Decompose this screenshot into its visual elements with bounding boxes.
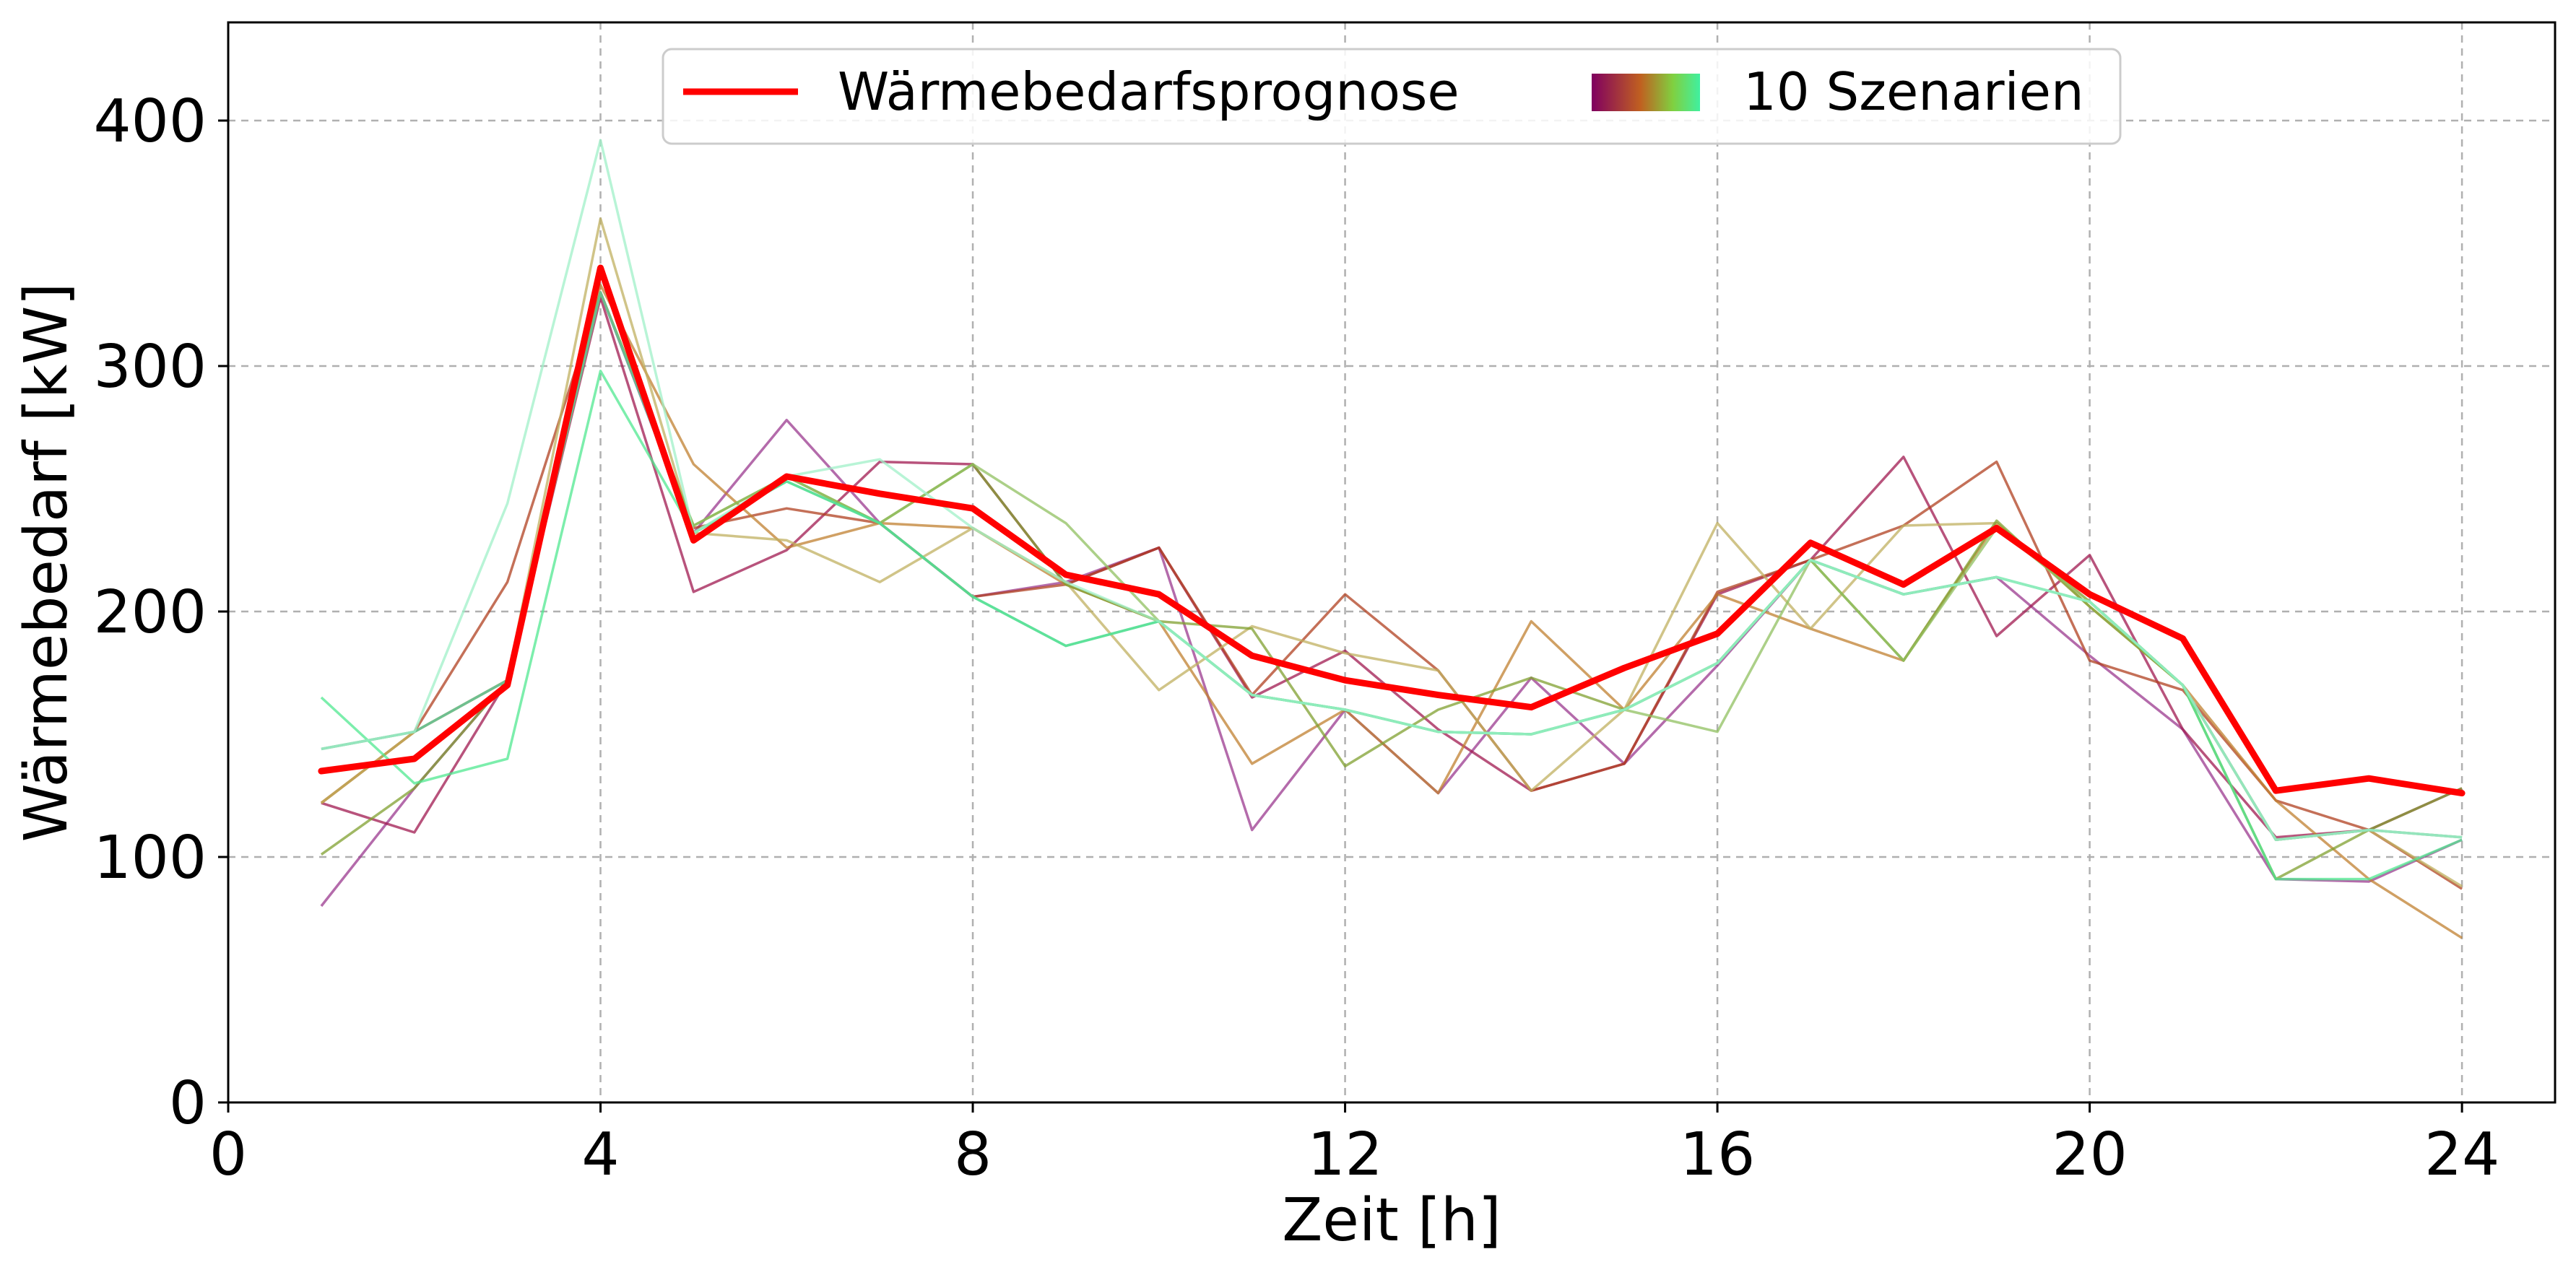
- x-tick-label: 0: [209, 1120, 247, 1189]
- y-tick-label: 400: [93, 87, 207, 156]
- x-tick-label: 12: [1307, 1120, 1382, 1189]
- scenario-lines: [320, 139, 2463, 939]
- legend-scenario-swatch: [1592, 74, 1700, 111]
- scenario-line-8: [321, 291, 2463, 841]
- x-tick-label: 4: [581, 1120, 619, 1189]
- legend-forecast-label: Wärmebedarfsprognose: [838, 61, 1460, 122]
- x-axis-ticks: 0 4 8 12 16 20 24: [209, 1102, 2499, 1189]
- scenario-line-10: [321, 139, 2463, 841]
- forecast-line-group: [318, 264, 2466, 797]
- x-axis-label: Zeit [h]: [1282, 1186, 1501, 1255]
- x-tick-label: 8: [954, 1120, 992, 1189]
- scenario-line-6: [320, 291, 2463, 881]
- scenario-line-9: [320, 370, 2463, 881]
- y-tick-label: 200: [93, 578, 207, 647]
- x-tick-label: 16: [1680, 1120, 1755, 1189]
- legend-box: [662, 48, 2122, 145]
- y-tick-label: 300: [93, 333, 207, 401]
- y-tick-label: 100: [93, 824, 207, 892]
- y-tick-label: 0: [169, 1069, 207, 1138]
- y-axis-label: Wärmebedarf [kW]: [12, 283, 81, 843]
- y-axis-ticks: 0 100 200 300 400: [93, 87, 228, 1138]
- scenario-line-7: [321, 291, 2463, 841]
- legend-scenario-label: 10 Szenarien: [1743, 61, 2084, 122]
- x-tick-label: 24: [2424, 1120, 2499, 1189]
- grid: [227, 22, 2555, 1104]
- forecast-line: [318, 264, 2466, 797]
- legend: Wärmebedarfsprognose 10 Szenarien: [662, 48, 2122, 145]
- x-tick-label: 20: [2052, 1120, 2127, 1189]
- scenario-line-2: [321, 296, 2463, 839]
- plot-frame: [227, 21, 2557, 1104]
